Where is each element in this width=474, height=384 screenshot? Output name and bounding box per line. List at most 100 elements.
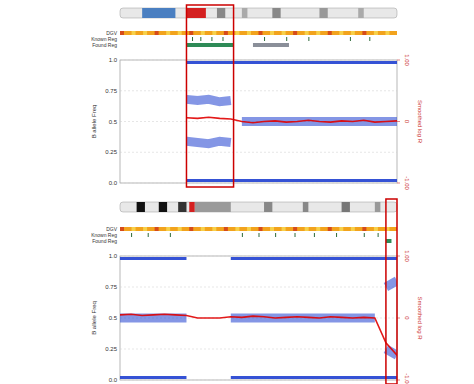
dgv-segment	[178, 227, 182, 231]
grid-line	[120, 90, 397, 91]
dgv-segment	[374, 227, 378, 231]
known-region	[131, 233, 132, 237]
dgv-track	[120, 227, 397, 231]
known-region	[364, 233, 365, 237]
y2-axis-label: Smoothed log R	[417, 296, 423, 340]
known-region	[148, 233, 149, 237]
log-r-line	[186, 117, 397, 123]
grid-line	[120, 152, 397, 153]
dgv-segment	[293, 227, 297, 231]
y-tick-label: 0.75	[105, 88, 117, 94]
known-region	[275, 233, 276, 237]
dgv-segment	[259, 227, 263, 231]
ideogram	[120, 8, 397, 18]
dgv-segment	[362, 31, 366, 35]
ideogram-band	[186, 8, 205, 18]
dgv-segment	[189, 227, 193, 231]
known-region	[308, 37, 309, 41]
ideogram-band	[217, 8, 225, 18]
grid-line	[120, 380, 397, 381]
dgv-segment	[155, 227, 159, 231]
dgv-segment	[132, 31, 136, 35]
y2-tick-label: -1.00	[404, 176, 410, 190]
highlight-box	[386, 199, 397, 384]
known-region	[170, 233, 171, 237]
y2-tick	[397, 60, 400, 61]
known-region	[350, 37, 351, 41]
ideogram-band	[319, 8, 327, 18]
log-r-line	[120, 314, 397, 355]
dgv-segment	[189, 31, 193, 35]
known-region	[314, 233, 315, 237]
baf-band	[186, 61, 397, 64]
y-tick-label: 1.0	[109, 57, 118, 63]
dgv-segment	[132, 227, 136, 231]
grid-line	[120, 256, 397, 257]
found-region	[186, 43, 233, 47]
dgv-segment	[351, 31, 355, 35]
dgv-segment	[339, 227, 343, 231]
dgv-segment	[166, 31, 170, 35]
dgv-segment	[385, 31, 389, 35]
found-region	[386, 239, 392, 243]
ideogram	[120, 202, 397, 212]
ideogram-band	[303, 202, 309, 212]
known-region	[200, 37, 201, 41]
grid-line	[120, 287, 397, 288]
ideogram-band	[137, 202, 145, 212]
dgv-segment	[282, 227, 286, 231]
dgv-segment	[247, 227, 251, 231]
ideogram-band	[159, 202, 167, 212]
baf-band	[120, 257, 397, 260]
ideogram-band	[178, 202, 186, 212]
dgv-segment	[143, 31, 147, 35]
ideogram-band	[242, 8, 248, 18]
y2-tick-label: 1.00	[404, 250, 410, 262]
y-tick-label: 0.5	[109, 315, 118, 321]
dgv-segment	[293, 31, 297, 35]
y2-tick-label: 0	[404, 316, 410, 320]
found-region	[253, 43, 289, 47]
plot-area	[186, 62, 397, 180]
y-tick-label: 1.0	[109, 253, 118, 259]
ideogram-band	[189, 202, 195, 212]
dgv-segment	[305, 31, 309, 35]
y-tick-label: 0.75	[105, 284, 117, 290]
grid-line	[120, 349, 397, 350]
dgv-segment	[155, 31, 159, 35]
track-label: Found Reg	[92, 42, 117, 48]
y2-axis-label: Smoothed log R	[417, 100, 423, 144]
y2-tick	[397, 121, 400, 122]
known-region	[369, 37, 370, 41]
known-region	[378, 233, 379, 237]
plot-frame	[120, 60, 397, 183]
grid-line	[120, 183, 397, 184]
y2-tick-label: 1.00	[404, 54, 410, 66]
baf-band	[120, 376, 397, 379]
dgv-segment	[178, 31, 182, 35]
ideogram-band	[342, 202, 350, 212]
dgv-segment	[339, 31, 343, 35]
dgv-segment	[282, 31, 286, 35]
dgv-segment	[270, 227, 274, 231]
dgv-segment	[259, 31, 263, 35]
dgv-segment	[328, 31, 332, 35]
dgv-segment	[328, 227, 332, 231]
known-region	[264, 37, 265, 41]
dgv-segment	[224, 31, 228, 35]
known-region	[222, 37, 223, 41]
grid-line	[120, 60, 397, 61]
plot-frame	[120, 256, 397, 380]
dgv-segment	[166, 227, 170, 231]
dgv-segment	[362, 227, 366, 231]
ideogram-band	[358, 8, 364, 18]
y-axis-label: B allele Freq	[91, 105, 97, 139]
dgv-segment	[235, 31, 239, 35]
figure: DGVKnown RegFound Reg0.00.250.50.751.01.…	[0, 0, 474, 384]
baf-band	[186, 179, 397, 182]
dgv-segment	[316, 31, 320, 35]
y-tick-label: 0.25	[105, 346, 117, 352]
dgv-segment	[120, 227, 124, 231]
dgv-segment	[247, 31, 251, 35]
known-region	[192, 37, 193, 41]
